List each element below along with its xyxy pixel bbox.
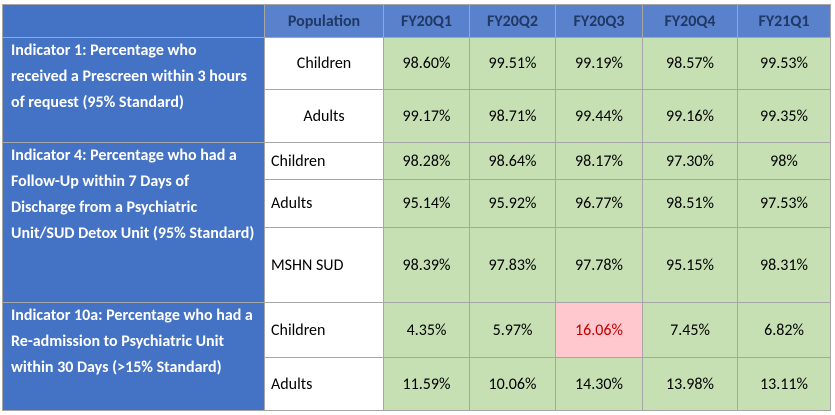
header-period: FY20Q1 (383, 4, 470, 38)
table-row: Indicator 4: Percentage who had a Follow… (2, 142, 831, 303)
value-cell: 95.14% (383, 179, 470, 228)
value-cell: 13.98% (642, 357, 738, 411)
table-row: Indicator 1: Percentage who received a P… (2, 37, 831, 143)
value-cell: 99.35% (737, 89, 831, 143)
population-cell: MSHN SUD (264, 227, 384, 303)
value-cell: 98.60% (383, 37, 470, 90)
value-cell: 95.92% (469, 179, 556, 228)
header-row: Population FY20Q1 FY20Q2 FY20Q3 FY20Q4 FY21Q… (2, 4, 831, 38)
table-row: Adults 99.17% 98.71% 99.44% 99.16% 99.35% (3, 89, 831, 143)
table-row: MSHN SUD 98.39% 97.83% 97.78% 95.15% 98.31% (3, 227, 831, 303)
value-cell: 6.82% (737, 302, 831, 358)
indicator-cell: Indicator 10a: Percentage who had a Re-a… (2, 302, 265, 411)
value-cell: 11.59% (383, 357, 470, 411)
value-cell: 99.53% (737, 37, 831, 90)
value-cell: 96.77% (555, 179, 643, 228)
value-cell: 98.39% (383, 227, 470, 303)
value-cell: 98.31% (737, 227, 831, 303)
value-cell: 99.44% (555, 89, 643, 143)
value-cell: 14.30% (555, 357, 643, 411)
value-cell: 98.71% (469, 89, 556, 143)
value-cell: 13.11% (737, 357, 831, 411)
value-cell: 97.83% (469, 227, 556, 303)
header-period: FY21Q1 (737, 4, 831, 38)
header-period: FY20Q2 (469, 4, 556, 38)
population-cell: Children (264, 37, 384, 90)
value-cell: 99.51% (469, 37, 556, 90)
population-cell: Adults (264, 89, 384, 143)
value-cell: 98% (737, 142, 831, 180)
header-population: Population (264, 4, 384, 38)
value-cell: 98.17% (555, 142, 643, 180)
table-row: Indicator 10a: Percentage who had a Re-a… (2, 302, 831, 411)
value-cell: 97.78% (555, 227, 643, 303)
table-body: Indicator 1: Percentage who received a P… (2, 37, 831, 411)
value-cell: 99.17% (383, 89, 470, 143)
indicator-cell: Indicator 4: Percentage who had a Follow… (2, 142, 265, 303)
value-cell: 97.30% (642, 142, 738, 180)
population-cell: Adults (264, 357, 384, 411)
value-cell: 5.97% (469, 302, 556, 358)
value-cell: 4.35% (383, 302, 470, 358)
population-cell: Adults (264, 179, 384, 228)
value-cell: 98.64% (469, 142, 556, 180)
value-cell: 98.57% (642, 37, 738, 90)
header-period: FY20Q4 (642, 4, 738, 38)
value-cell: 99.16% (642, 89, 738, 143)
value-cell: 98.28% (383, 142, 470, 180)
indicator-cell: Indicator 1: Percentage who received a P… (2, 37, 265, 143)
value-cell: 16.06% (555, 302, 643, 358)
value-cell: 98.51% (642, 179, 738, 228)
header-blank (2, 4, 265, 38)
value-cell: 95.15% (642, 227, 738, 303)
population-cell: Children (264, 302, 384, 358)
indicator-table: Population FY20Q1 FY20Q2 FY20Q3 FY20Q4 FY21Q… (2, 4, 831, 411)
value-cell: 7.45% (642, 302, 738, 358)
value-cell: 99.19% (555, 37, 643, 90)
table-row: Adults 95.14% 95.92% 96.77% 98.51% 97.53% (3, 179, 831, 228)
header-period: FY20Q3 (555, 4, 643, 38)
table-row: Adults 11.59% 10.06% 14.30% 13.98% 13.11% (3, 357, 831, 411)
population-cell: Children (264, 142, 384, 180)
value-cell: 97.53% (737, 179, 831, 228)
value-cell: 10.06% (469, 357, 556, 411)
